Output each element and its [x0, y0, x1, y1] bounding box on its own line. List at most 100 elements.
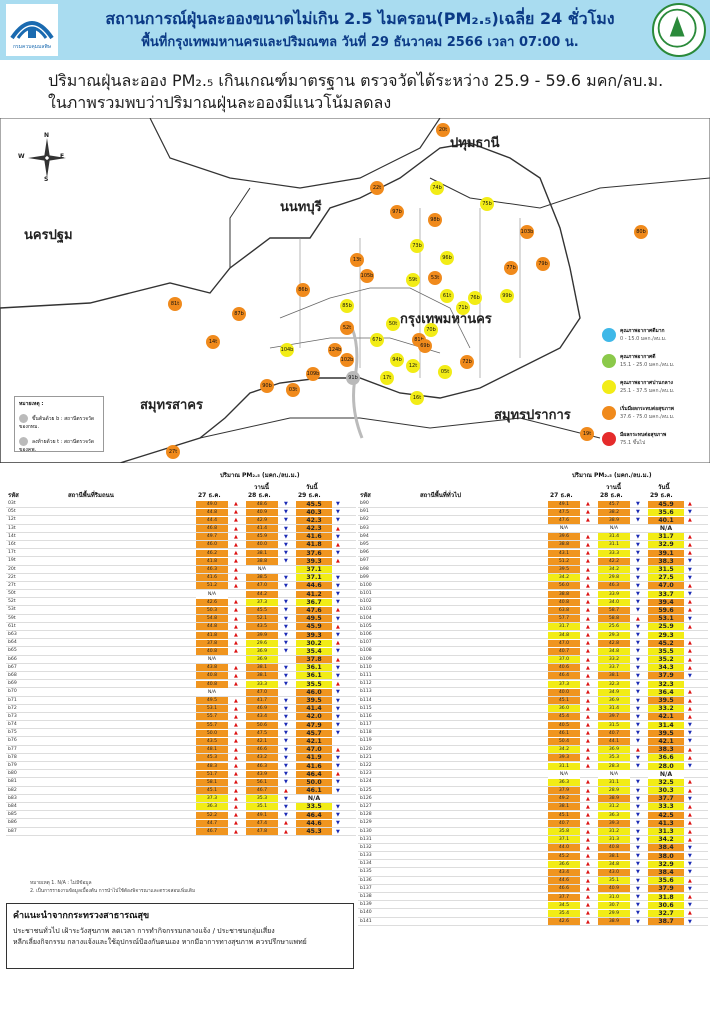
station-code: b127 [360, 803, 372, 809]
value-day3: 39.3 [296, 631, 332, 639]
value-day1: 49.2 [548, 795, 580, 803]
trend-up-icon: ▲ [234, 541, 238, 548]
legend-dot-icon [602, 354, 616, 368]
value-day1: 35.8 [548, 828, 580, 835]
station-marker: 75b [480, 197, 494, 211]
station-code: b136 [360, 877, 372, 883]
table-row: b87 46.7 47.8 45.3 ▲ ▲ ▼ [6, 828, 356, 836]
value-day2: 58.7 [598, 606, 630, 614]
trend-up-icon: ▲ [586, 664, 590, 671]
value-day3: 45.3 [296, 828, 332, 835]
table-row: b102 40.8 34.0 39.4 ▲ ▼ ▲ [358, 598, 708, 607]
station-marker: 03t [286, 383, 300, 397]
table-row: b93 N/A N/A N/A [358, 525, 708, 533]
trend-up-icon: ▲ [688, 697, 692, 704]
station-code: b101 [360, 591, 372, 597]
table-row: b113 40.0 34.9 36.4 ▲ ▼ ▲ [358, 688, 708, 697]
trend-up-icon: ▲ [688, 517, 692, 524]
value-day2: 35.3 [246, 795, 278, 803]
legend-dot-icon [602, 380, 616, 394]
value-day2: 38.9 [598, 918, 630, 926]
trend-down-icon: ▼ [636, 730, 640, 737]
compass-w: W [18, 153, 25, 160]
value-day1: 49.1 [548, 500, 580, 508]
trend-down-icon: ▼ [336, 803, 340, 810]
value-day2: 29.3 [598, 631, 630, 639]
legend-range: 37.6 - 75.0 มคก./ลบ.ม. [620, 414, 675, 420]
trend-down-icon: ▼ [636, 910, 640, 917]
trend-up-icon: ▲ [234, 771, 238, 778]
value-day1: 35.4 [548, 909, 580, 917]
station-marker: 19t [580, 427, 594, 441]
station-map: N S E W ปทุมธานี นนทบุรี นครปฐม กรุงเทพม… [0, 118, 710, 463]
value-day1: 44.8 [196, 508, 228, 516]
trend-down-icon: ▼ [636, 877, 640, 884]
trend-up-icon: ▲ [586, 574, 590, 581]
value-day1: 51.7 [196, 770, 228, 778]
trend-up-icon: ▲ [586, 779, 590, 786]
table-row: b70 N/A 47.0 46.0 ▼ [6, 688, 356, 697]
station-code: b108 [360, 648, 372, 654]
trend-down-icon: ▼ [688, 853, 692, 860]
legend-title: มีผลกระทบต่อสุขภาพ [620, 432, 667, 438]
table-row: b84 36.3 35.1 33.5 ▲ ▼ ▼ [6, 803, 356, 812]
table-row: 14t 49.7 45.9 41.6 ▲ ▼ ▼ [6, 533, 356, 541]
value-day1: 49.5 [196, 697, 228, 704]
trend-up-icon: ▲ [234, 738, 238, 745]
station-marker: 72b [460, 355, 474, 369]
value-day2: 35.1 [598, 877, 630, 885]
table-row: b77 48.1 46.6 47.0 ▲ ▼ ▲ [6, 746, 356, 754]
trend-down-icon: ▼ [636, 501, 640, 507]
value-day3: 41.3 [648, 819, 684, 827]
trend-up-icon: ▲ [586, 730, 590, 737]
trend-down-icon: ▼ [636, 566, 640, 573]
table-row: b107 47.0 42.8 45.2 ▲ ▼ ▲ [358, 639, 708, 648]
trend-up-icon: ▲ [336, 746, 340, 753]
value-day2: 40.9 [598, 885, 630, 893]
trend-up-icon: ▲ [336, 771, 340, 778]
trend-down-icon: ▼ [336, 574, 340, 581]
trend-down-icon: ▼ [284, 795, 288, 802]
value-day2: 44.1 [598, 737, 630, 745]
value-day1: 47.0 [548, 639, 580, 647]
value-day1: 55.7 [196, 713, 228, 721]
station-code: b107 [360, 640, 372, 646]
trend-down-icon: ▼ [636, 869, 640, 876]
trend-down-icon: ▼ [636, 828, 640, 835]
value-day3: 44.6 [296, 819, 332, 827]
value-day1: N/A [196, 688, 228, 696]
value-day1: 39.5 [548, 566, 580, 573]
trend-down-icon: ▼ [284, 664, 288, 671]
trend-down-icon: ▼ [284, 681, 288, 688]
trend-up-icon: ▲ [586, 697, 590, 704]
station-code: b128 [360, 812, 372, 818]
station-marker: 14t [206, 335, 220, 349]
col-code: รหัส [8, 492, 19, 499]
trend-up-icon: ▲ [336, 558, 340, 565]
value-day3: 50.0 [296, 778, 332, 786]
station-marker: 67b [370, 333, 384, 347]
station-code: b67 [8, 664, 17, 670]
col-day1: 27 ธ.ค. [198, 492, 221, 499]
value-day2: 43.4 [246, 713, 278, 721]
table-header: รหัส สถานีพื้นที่ทั่วไป วานนี้ วันนี้ 27… [358, 482, 708, 502]
trend-up-icon: ▲ [586, 877, 590, 884]
trend-up-icon: ▲ [688, 705, 692, 712]
value-day3: 45.7 [296, 729, 332, 737]
trend-up-icon: ▲ [234, 615, 238, 622]
trend-down-icon: ▼ [688, 558, 692, 565]
table-unit: ปริมาณ PM₂.₅ (มคก./ลบ.ม.) [220, 472, 300, 479]
station-code: b118 [360, 730, 372, 736]
value-day1: 44.6 [548, 877, 580, 885]
value-day1: 40.5 [548, 721, 580, 729]
station-code: b140 [360, 910, 372, 916]
col-name: สถานีพื้นที่ทั่วไป [420, 492, 461, 499]
trend-up-icon: ▲ [586, 910, 590, 917]
value-day3: 46.4 [296, 811, 332, 819]
table-row: b95 38.8 31.1 32.9 ▲ ▼ ▲ [358, 541, 708, 550]
trend-down-icon: ▼ [636, 713, 640, 720]
value-day3: 35.5 [648, 647, 684, 655]
trend-down-icon: ▼ [636, 844, 640, 851]
trend-down-icon: ▼ [636, 558, 640, 565]
trend-up-icon: ▲ [586, 894, 590, 900]
